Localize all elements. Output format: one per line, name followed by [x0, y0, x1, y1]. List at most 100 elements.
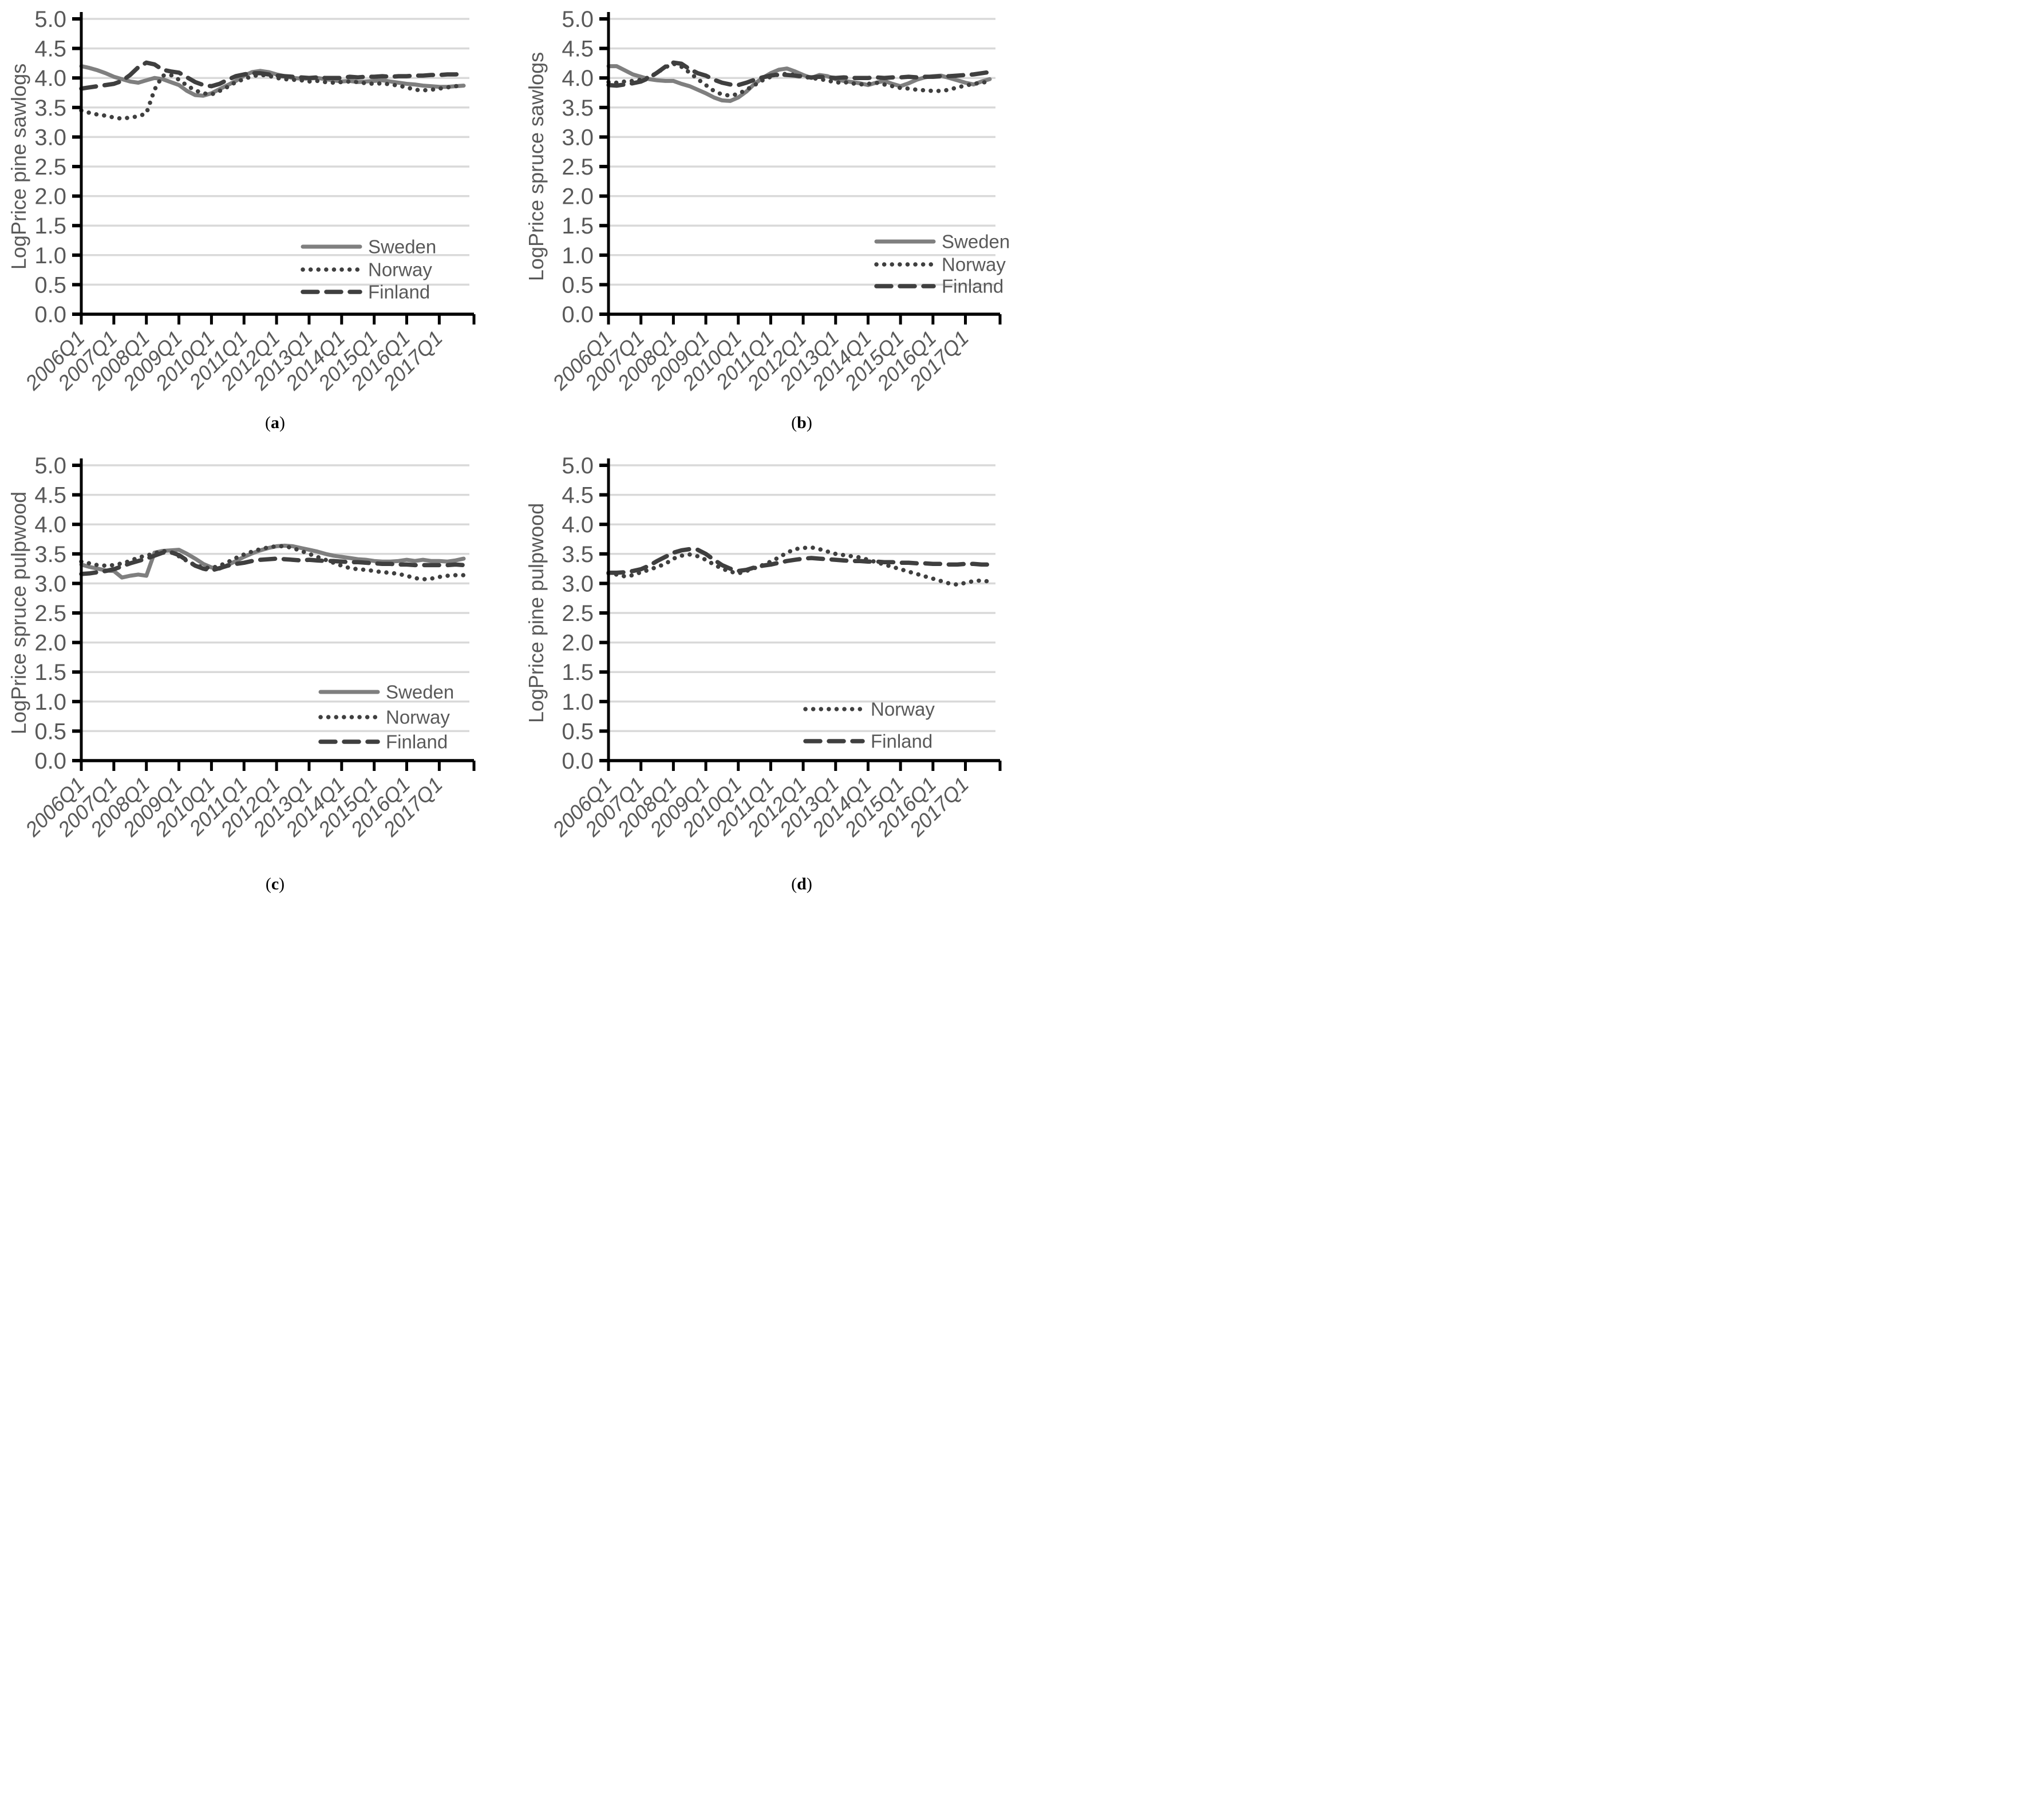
legend-entry-finland: Finland: [301, 282, 430, 303]
legend-label: Norway: [368, 259, 432, 280]
legend-entry-finland: Finland: [318, 731, 448, 753]
y-tick-label: 3.5: [34, 96, 66, 121]
y-tick-label: 3.5: [562, 96, 594, 121]
y-tick-label: 1.0: [562, 243, 594, 268]
legend-entry-norway: Norway: [803, 699, 935, 720]
legend-label: Finland: [368, 282, 430, 303]
legend-label: Norway: [871, 699, 935, 720]
caption-b-paren-open: (: [791, 413, 797, 432]
y-tick-label: 2.5: [562, 155, 594, 180]
y-tick-label: 2.0: [562, 631, 594, 656]
y-tick-label: 3.5: [562, 542, 594, 567]
caption-a-letter: a: [271, 413, 279, 432]
y-tick-label: 0.5: [34, 272, 66, 298]
legend-entry-sweden: Sweden: [318, 682, 454, 703]
legend-label: Norway: [942, 254, 1006, 275]
caption-row-top: (a) (b): [0, 401, 1016, 446]
legend: Sweden Norway Finland: [318, 682, 454, 753]
legend-entry-norway: Norway: [318, 707, 450, 728]
panel-row-bottom: 0.0 0.5 1.0 1.5 2.0 2.5 3.0 3.5 4.0 4.5 5.0 2006Q1 2…: [0, 446, 1016, 847]
legend-label: Finland: [386, 731, 448, 753]
y-tick-label: 1.0: [562, 690, 594, 715]
y-tick-label: 0.0: [562, 302, 594, 327]
chart-panel-pine-sawlogs: 0.00.51.01.52.02.53.03.54.04.55.02006Q12…: [7, 7, 476, 395]
caption-a: (a): [0, 401, 508, 433]
caption-a-paren-open: (: [265, 413, 271, 432]
caption-c-paren-close: ): [279, 875, 285, 893]
legend-entry-sweden: Sweden: [874, 231, 1010, 252]
y-tick-label: 2.0: [34, 631, 66, 656]
series-line-sweden: [79, 64, 466, 98]
caption-d: (d): [508, 847, 1016, 894]
y-tick-label: 0.0: [34, 302, 66, 327]
caption-c-letter: c: [271, 875, 279, 893]
y-tick-label: 2.0: [34, 184, 66, 209]
legend-label: Norway: [386, 707, 450, 728]
legend-label: Finland: [871, 731, 932, 752]
y-tick-label: 4.0: [34, 512, 66, 537]
series-line-norway: [79, 73, 466, 121]
four-panel-line-chart-figure: 0.0 0.5 1.0 1.5 2.0 2.5 3.0 3.5 4.0 4.5 5.0 2006Q1 2…: [0, 0, 1016, 910]
y-tick-label: 5.0: [34, 453, 66, 478]
y-tick-label: 4.0: [562, 66, 594, 91]
legend-entry-sweden: Sweden: [301, 236, 436, 258]
y-tick-label: 2.5: [34, 601, 66, 626]
chart-panel-pine-pulpwood: 0.00.51.01.52.02.53.03.54.04.55.02006Q12…: [524, 453, 1002, 841]
y-tick-label: 3.5: [34, 542, 66, 567]
y-tick-label: 4.0: [562, 512, 594, 537]
y-tick-label: 3.0: [562, 571, 594, 596]
y-tick-label: 1.0: [34, 243, 66, 268]
caption-d-paren-open: (: [791, 875, 797, 893]
legend-label: Sweden: [368, 236, 436, 258]
legend: Norway Finland: [803, 699, 935, 752]
y-tick-label: 3.0: [34, 125, 66, 150]
y-tick-label: 1.5: [562, 213, 594, 239]
series-line-norway: [606, 545, 992, 587]
y-tick-label: 4.0: [34, 66, 66, 91]
legend-label: Finland: [942, 276, 1003, 297]
y-tick-label: 0.5: [562, 719, 594, 744]
y-axis-title: LogPrice spruce sawlogs: [524, 52, 548, 281]
y-tick-label: 1.5: [34, 213, 66, 239]
series-line-norway: [79, 544, 466, 581]
series-line-finland: [79, 549, 466, 576]
legend-entry-finland: Finland: [803, 731, 932, 752]
y-tick-label: 0.5: [562, 272, 594, 298]
caption-row-bottom: (c) (d): [0, 847, 1016, 910]
caption-d-paren-close: ): [806, 875, 812, 893]
y-tick-label: 5.0: [34, 7, 66, 32]
caption-c-paren-open: (: [265, 875, 271, 893]
legend-entry-norway: Norway: [874, 254, 1006, 275]
y-tick-label: 2.5: [34, 155, 66, 180]
panel-row-top: 0.0 0.5 1.0 1.5 2.0 2.5 3.0 3.5 4.0 4.5 5.0 2006Q1 2…: [0, 0, 1016, 401]
chart-panel-spruce-pulpwood: 0.00.51.01.52.02.53.03.54.04.55.02006Q12…: [7, 453, 476, 841]
y-tick-label: 3.0: [562, 125, 594, 150]
y-tick-label: 4.5: [562, 37, 594, 62]
caption-a-paren-close: ): [279, 413, 285, 432]
caption-d-letter: d: [797, 875, 807, 893]
y-tick-label: 2.0: [562, 184, 594, 209]
caption-c: (c): [0, 847, 508, 894]
caption-b-paren-close: ): [806, 413, 812, 432]
y-tick-label: 5.0: [562, 453, 594, 478]
legend-entry-norway: Norway: [301, 259, 432, 280]
series-line-finland: [606, 547, 992, 575]
y-axis-title: LogPrice pine sawlogs: [7, 64, 30, 270]
series-line-sweden: [606, 64, 992, 103]
y-tick-label: 1.5: [34, 660, 66, 685]
legend-entry-finland: Finland: [874, 276, 1003, 297]
y-tick-label: 5.0: [562, 7, 594, 32]
series-line-finland: [79, 60, 466, 91]
y-tick-label: 0.0: [562, 749, 594, 774]
legend-label: Sweden: [942, 231, 1010, 252]
y-tick-label: 2.5: [562, 601, 594, 626]
legend-label: Sweden: [386, 682, 454, 703]
y-tick-label: 0.0: [34, 749, 66, 774]
y-axis-title: LogPrice pine pulpwood: [524, 503, 548, 723]
y-tick-label: 4.5: [562, 483, 594, 508]
y-tick-label: 0.5: [34, 719, 66, 744]
y-tick-label: 1.0: [34, 690, 66, 715]
y-tick-label: 1.5: [562, 660, 594, 685]
